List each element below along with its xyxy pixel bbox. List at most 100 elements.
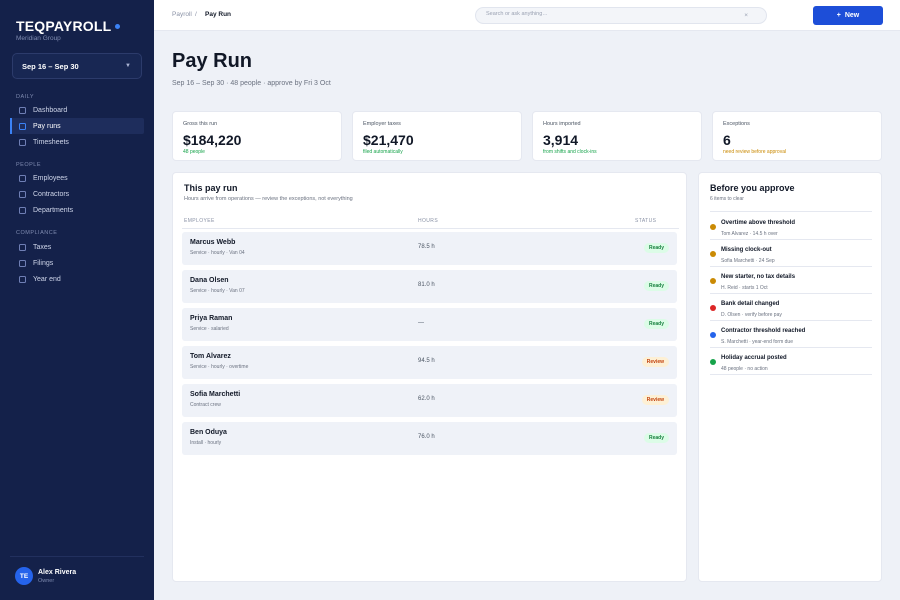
sidebar-item-pay-runs[interactable]: Pay runs	[10, 118, 144, 134]
header-divider	[182, 228, 679, 229]
departments-icon	[19, 206, 26, 214]
approval-item[interactable]: New starter, no tax details H. Reid · st…	[710, 271, 872, 296]
employee-meta: Service · hourly · Van 07	[190, 288, 245, 294]
status-badge: Ready	[643, 281, 669, 291]
user-name[interactable]: Alex Rivera	[38, 569, 77, 576]
pay-runs-icon	[19, 122, 26, 130]
new-button[interactable]: + New	[813, 6, 883, 25]
approval-item-detail: Tom Alvarez · 14.5 h over	[721, 231, 778, 237]
stat-label: Employer taxes	[363, 121, 401, 127]
employee-hours: 78.5 h	[418, 244, 435, 250]
sidebar-item-label: Taxes	[33, 243, 52, 251]
sidebar-item-year-end[interactable]: Year end	[10, 271, 144, 287]
stat-value: 6	[723, 132, 731, 148]
stat-note: filed automatically	[363, 149, 403, 155]
employee-name: Sofia Marchetti	[190, 391, 241, 398]
employee-meta: Service · hourly · Van 04	[190, 250, 245, 256]
divider	[710, 266, 872, 267]
nav-section-people: PEOPLE	[16, 162, 42, 168]
status-badge: Review	[641, 357, 669, 367]
approval-item-detail: 48 people · no action	[721, 366, 768, 372]
approval-item-title: Overtime above threshold	[721, 220, 796, 226]
sidebar-item-dashboard[interactable]: Dashboard	[10, 102, 144, 118]
pay-run-panel: This pay run Hours arrive from operation…	[172, 172, 687, 582]
approval-item-title: Bank detail changed	[721, 301, 780, 307]
nav-section-daily: DAILY	[16, 94, 34, 100]
employee-meta: Service · salaried	[190, 326, 229, 332]
column-header-employee[interactable]: EMPLOYEE	[184, 218, 215, 224]
employee-name: Dana Olsen	[190, 277, 229, 284]
approval-panel: Before you approve 6 items to clear Over…	[698, 172, 882, 582]
sidebar-item-label: Dashboard	[33, 106, 68, 114]
approval-item[interactable]: Overtime above threshold Tom Alvarez · 1…	[710, 217, 872, 242]
employee-meta: Service · hourly · overtime	[190, 364, 249, 370]
sidebar-item-label: Employees	[33, 174, 68, 182]
employee-name: Tom Alvarez	[190, 353, 231, 360]
breadcrumb-separator: /	[195, 11, 197, 18]
page-subtitle: Sep 16 – Sep 30 · 48 people · approve by…	[172, 80, 331, 87]
employee-name: Marcus Webb	[190, 239, 236, 246]
stat-label: Hours imported	[543, 121, 581, 127]
column-header-hours[interactable]: HOURS	[418, 218, 439, 224]
pay-period-selector[interactable]: Sep 16 – Sep 30 ▼	[12, 53, 142, 79]
table-row[interactable]: Ben Oduya Install · hourly 76.0 h Ready	[182, 422, 677, 455]
avatar[interactable]: TE	[15, 567, 33, 585]
nav-section-compliance: COMPLIANCE	[16, 230, 58, 236]
approval-item-title: Missing clock-out	[721, 247, 772, 253]
sidebar-item-label: Contractors	[33, 190, 70, 198]
approval-item[interactable]: Bank detail changed D. Olsen · verify be…	[710, 298, 872, 323]
page-title: Pay Run	[172, 50, 253, 72]
divider	[710, 374, 872, 375]
sidebar-item-timesheets[interactable]: Timesheets	[10, 134, 144, 150]
year-end-icon	[19, 275, 26, 283]
plus-icon: +	[836, 12, 841, 19]
approval-item[interactable]: Holiday accrual posted 48 people · no ac…	[710, 352, 872, 377]
approval-item-detail: D. Olsen · verify before pay	[721, 312, 782, 318]
status-dot-icon	[710, 305, 716, 311]
breadcrumb-payroll[interactable]: Payroll	[172, 11, 192, 18]
approval-item-title: New starter, no tax details	[721, 274, 796, 280]
table-row[interactable]: Tom Alvarez Service · hourly · overtime …	[182, 346, 677, 379]
approval-title: Before you approve	[710, 183, 795, 193]
search-input[interactable]	[486, 11, 736, 17]
sidebar-item-filings[interactable]: Filings	[10, 255, 144, 271]
sidebar-item-employees[interactable]: Employees	[10, 170, 144, 186]
search-bar[interactable]: ×	[475, 7, 767, 24]
panel-title: This pay run	[184, 183, 238, 193]
sidebar-item-contractors[interactable]: Contractors	[10, 186, 144, 202]
clear-search-icon[interactable]: ×	[744, 12, 748, 19]
stat-value: $184,220	[183, 132, 242, 148]
sidebar-item-label: Filings	[33, 259, 54, 267]
divider	[710, 293, 872, 294]
column-header-status[interactable]: STATUS	[635, 218, 657, 224]
divider	[710, 320, 872, 321]
approval-item[interactable]: Contractor threshold reached S. Marchett…	[710, 325, 872, 350]
divider	[710, 347, 872, 348]
pay-period-label: Sep 16 – Sep 30	[22, 61, 79, 71]
table-row[interactable]: Dana Olsen Service · hourly · Van 07 81.…	[182, 270, 677, 303]
employee-name: Ben Oduya	[190, 429, 227, 436]
sidebar-item-departments[interactable]: Departments	[10, 202, 144, 218]
user-role: Owner	[38, 578, 55, 584]
timesheets-icon	[19, 138, 26, 146]
filings-icon	[19, 259, 26, 267]
brand-logo[interactable]: TEQPAYROLL	[16, 18, 121, 34]
employee-meta: Install · hourly	[190, 440, 222, 446]
table-row[interactable]: Marcus Webb Service · hourly · Van 04 78…	[182, 232, 677, 265]
employees-icon	[19, 174, 26, 182]
divider	[710, 239, 872, 240]
status-dot-icon	[710, 278, 716, 284]
table-row[interactable]: Sofia Marchetti Contract crew 62.0 h Rev…	[182, 384, 677, 417]
employee-hours: 81.0 h	[418, 282, 435, 288]
table-row[interactable]: Priya Raman Service · salaried — Ready	[182, 308, 677, 341]
approval-item-detail: S. Marchetti · year-end form due	[721, 339, 793, 345]
sidebar-item-label: Departments	[33, 206, 74, 214]
stat-card-exceptions[interactable]: Exceptions 6 need review before approval	[712, 111, 882, 161]
employee-hours: 62.0 h	[418, 396, 435, 402]
stat-label: Gross this run	[183, 121, 218, 127]
stat-value: 3,914	[543, 132, 579, 148]
employee-hours: 94.5 h	[418, 358, 435, 364]
status-dot-icon	[710, 332, 716, 338]
sidebar-item-taxes[interactable]: Taxes	[10, 239, 144, 255]
approval-item[interactable]: Missing clock-out Sofia Marchetti · 24 S…	[710, 244, 872, 269]
